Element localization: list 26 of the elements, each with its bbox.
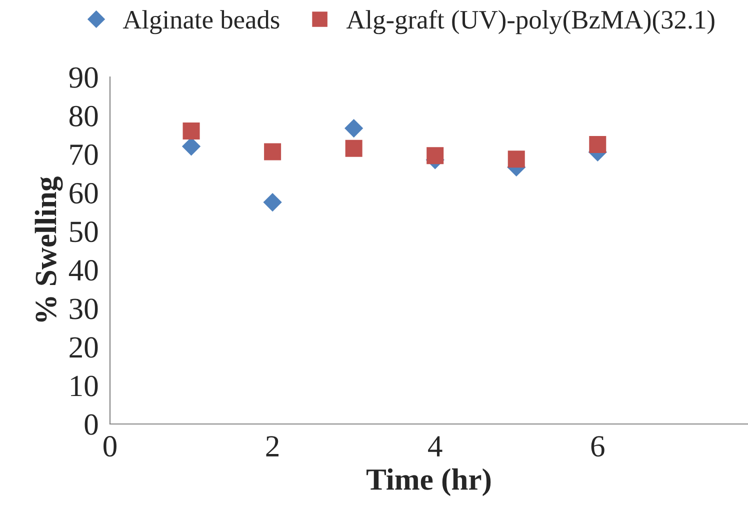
y-tick-label: 10	[71, 376, 98, 396]
y-tick-label: 60	[70, 182, 98, 204]
point	[508, 150, 525, 168]
point	[589, 136, 606, 153]
y-axis-title: % Swelling	[34, 176, 63, 322]
y-tick-label: 50	[70, 222, 98, 242]
x-axis-title: Time (hr)	[366, 468, 491, 496]
point	[182, 122, 200, 140]
x-tick-label: 4	[428, 436, 442, 456]
point	[344, 118, 364, 138]
y-tick-label: 20	[70, 337, 98, 358]
y-tick-label: 90	[69, 67, 98, 88]
y-tick-label: 70	[70, 144, 98, 166]
legend-label: Alginate beads	[122, 10, 280, 34]
point	[345, 140, 362, 157]
y-tick-label: 30	[70, 298, 98, 320]
y-tick-label: 0	[84, 414, 98, 435]
point	[426, 147, 444, 164]
y-tick-label: 40	[68, 260, 98, 281]
legend-label: Alg-graft (UV)-poly(BzMA)(32.1)	[346, 10, 714, 34]
x-tick-label: 0	[104, 436, 116, 457]
x-tick-label: 2	[266, 436, 278, 456]
point	[263, 192, 282, 212]
y-tick-label: 80	[70, 106, 98, 126]
point	[264, 143, 282, 160]
x-tick-label: 6	[591, 436, 604, 457]
